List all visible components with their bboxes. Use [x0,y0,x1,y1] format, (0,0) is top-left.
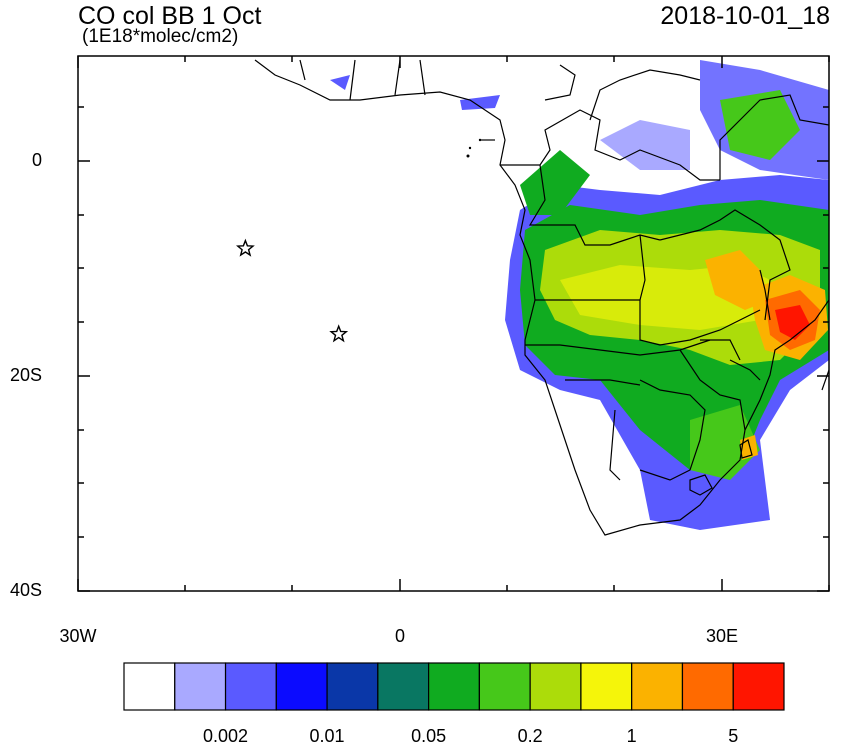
colorbar-swatch [275,662,328,711]
lon-tick-30w: 30W [59,626,97,646]
map-title: CO col BB 1 Oct [78,2,262,30]
colorbar-swatch [732,662,785,711]
lat-tick-20s: 20S [9,365,42,385]
lon-tick-30e: 30E [705,626,739,646]
colorbar-swatch [681,662,734,711]
colorbar-swatch [377,662,430,711]
colorbar-label: 0.01 [309,726,345,746]
colorbar-swatch [428,662,480,711]
colorbar-label: 5 [728,726,739,746]
lon-tick-0: 0 [394,626,405,646]
datetime-label: 2018-10-01_18 [660,2,830,30]
colorbar-swatch [529,662,582,711]
lat-tick-0: 0 [31,150,42,170]
coastlines [254,59,829,536]
colorbar-swatch [174,662,227,711]
co-plume-field [330,60,829,530]
colorbar-label: 0.2 [517,726,543,746]
star-marker-2 [329,324,349,343]
colorbar-swatch [631,662,684,711]
lat-tick-40s: 40S [9,580,42,600]
colorbar-swatch [580,662,633,711]
star-marker-1 [235,238,255,257]
colorbar-swatch [224,662,277,711]
colorbar-swatch [123,662,176,711]
units-label: (1E18*molec/cm2) [82,26,239,47]
axis-ticks [77,56,830,592]
colorbar-label: 0.002 [203,726,249,746]
colorbar-swatch [478,662,531,711]
colorbar-swatch [326,662,379,711]
colorbar-label: 0.05 [411,726,447,746]
site-markers [235,238,349,343]
plot-frame [77,55,830,592]
islands [466,138,482,158]
colorbar-label: 1 [626,726,637,746]
colorbar [123,662,785,711]
